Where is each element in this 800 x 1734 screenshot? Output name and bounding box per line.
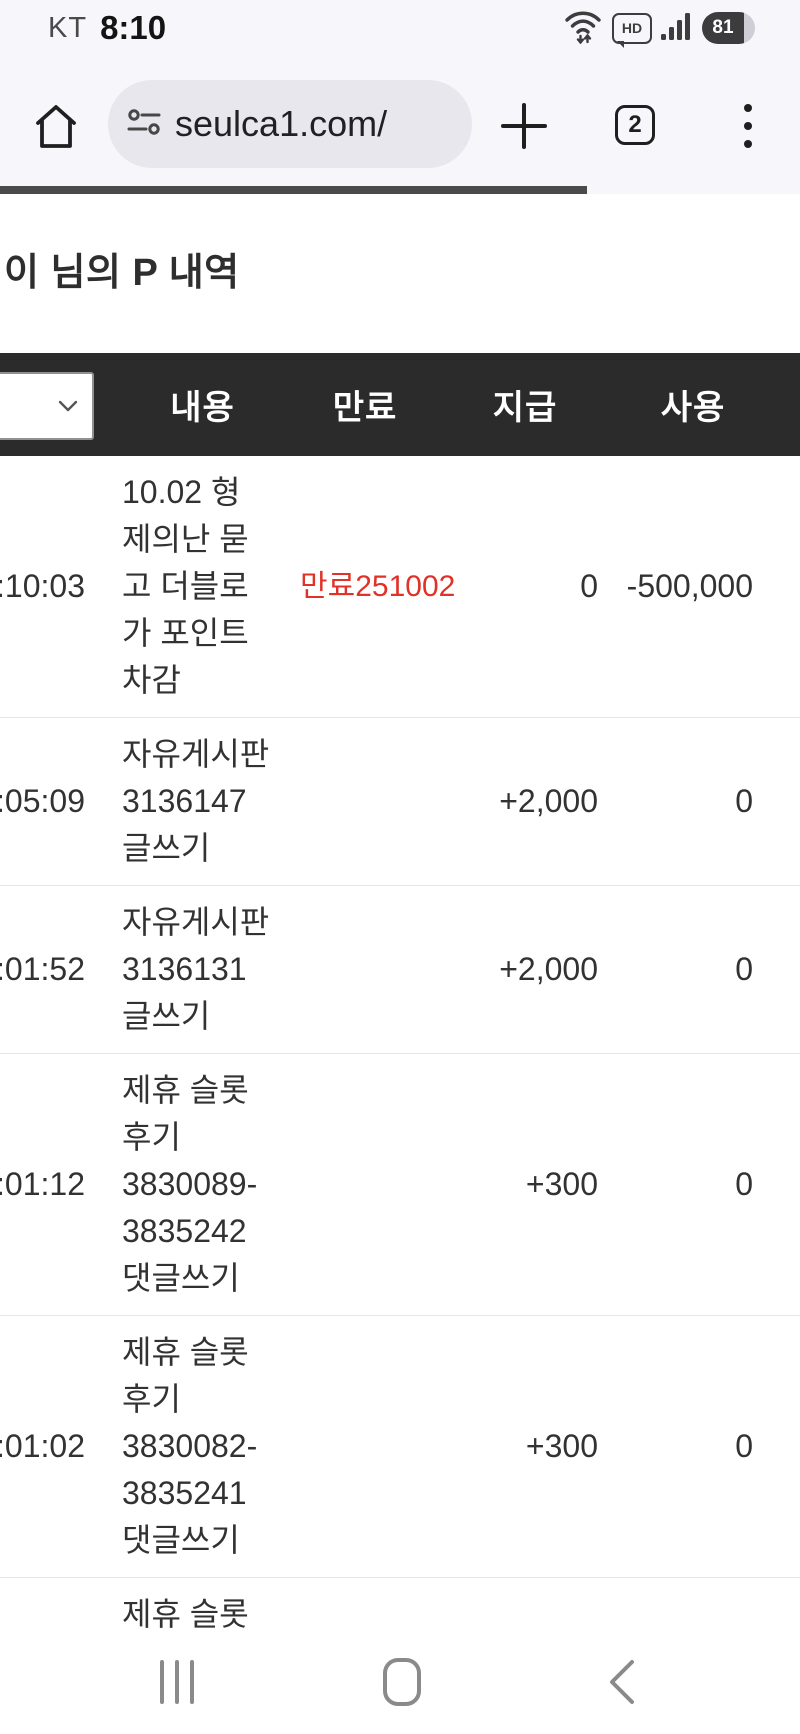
wifi-icon (563, 8, 603, 49)
row-expire (300, 1053, 430, 1316)
header-given: 지급 (430, 353, 620, 456)
back-button[interactable] (608, 1659, 636, 1705)
row-used: 0 (620, 1053, 766, 1316)
url-text: seulca1.com/bbs (175, 103, 387, 144)
progress-track (0, 186, 800, 194)
browser-menu-button[interactable] (744, 104, 752, 148)
row-given: +2,000 (430, 885, 620, 1054)
row-expire (300, 1315, 430, 1578)
header-used: 사용 (620, 353, 766, 456)
android-navbar (0, 1645, 800, 1734)
date-filter-select[interactable] (0, 372, 94, 440)
row-given (430, 1577, 620, 1645)
table-header-row: 내용 만료 지급 사용 (0, 353, 800, 456)
row-given: +2,000 (430, 717, 620, 886)
row-given: +300 (430, 1315, 620, 1578)
header-filler (766, 353, 800, 456)
row-expire (300, 1577, 430, 1645)
row-time: 0:01:52 (0, 885, 105, 1054)
row-time: 0:05:09 (0, 717, 105, 886)
status-clock: 8:10 (100, 9, 167, 46)
row-used: 0 (620, 885, 766, 1054)
signal-icon (661, 10, 693, 47)
status-icons: HD 81 (563, 0, 755, 56)
url-bar[interactable]: seulca1.com/bbs (108, 80, 472, 168)
row-given: 0 (430, 456, 620, 718)
carrier-label: KT (48, 11, 88, 44)
row-content: 자유게시판 3136147 글쓰기 (105, 717, 300, 886)
points-history-table: 내용 만료 지급 사용 0:10:03 10.02 형 제의난 묻 고 더블로 … (0, 353, 800, 1645)
row-given: +300 (430, 1053, 620, 1316)
table-row: 제휴 슬롯 (0, 1577, 800, 1645)
row-expire (300, 885, 430, 1054)
row-time (0, 1577, 105, 1645)
chevron-down-icon (58, 400, 78, 412)
row-used: 0 (620, 1315, 766, 1578)
hd-voice-icon: HD (612, 12, 652, 48)
table-row: 0:01:12 제휴 슬롯 후기 3830089- 3835242 댓글쓰기 +… (0, 1053, 800, 1316)
row-content: 제휴 슬롯 후기 3830089- 3835242 댓글쓰기 (105, 1053, 300, 1316)
table-row: 0:01:52 자유게시판 3136131 글쓰기 +2,000 0 (0, 885, 800, 1054)
page-title: 이 님의 P 내역 (4, 252, 240, 294)
row-used: -500,000 (620, 456, 766, 718)
tab-switcher-button[interactable]: 2 (615, 105, 655, 145)
new-tab-button[interactable] (501, 103, 547, 149)
row-used: 0 (620, 717, 766, 886)
battery-icon: 81 (702, 12, 755, 44)
row-used (620, 1577, 766, 1645)
table-row: 0:10:03 10.02 형 제의난 묻 고 더블로 가 포인트 차감 만료2… (0, 456, 800, 718)
site-settings-icon[interactable] (126, 104, 162, 145)
android-home-button[interactable] (383, 1658, 421, 1706)
row-expire: 만료251002 (300, 456, 455, 718)
web-page: 이 님의 P 내역 내용 만료 지급 사용 0:10:03 10.02 형 제의… (0, 194, 800, 1645)
table-row: 0:01:02 제휴 슬롯 후기 3830082- 3835241 댓글쓰기 +… (0, 1315, 800, 1578)
row-time: 0:10:03 (0, 456, 105, 718)
browser-toolbar: seulca1.com/bbs 2 (0, 56, 800, 186)
row-content: 제휴 슬롯 후기 3830082- 3835241 댓글쓰기 (105, 1315, 300, 1578)
header-content: 내용 (105, 353, 300, 456)
row-content: 10.02 형 제의난 묻 고 더블로 가 포인트 차감 (105, 456, 300, 718)
battery-percent: 81 (702, 12, 744, 44)
row-expire (300, 717, 430, 886)
table-row: 0:05:09 자유게시판 3136147 글쓰기 +2,000 0 (0, 717, 800, 886)
row-content: 제휴 슬롯 (105, 1577, 300, 1645)
recents-button[interactable] (160, 1660, 194, 1704)
page-load-progress-bar (0, 186, 587, 194)
row-time: 0:01:02 (0, 1315, 105, 1578)
header-expire: 만료 (300, 353, 430, 456)
status-bar: KT 8:10 HD 81 (0, 0, 800, 56)
row-content: 자유게시판 3136131 글쓰기 (105, 885, 300, 1054)
row-time: 0:01:12 (0, 1053, 105, 1316)
home-button[interactable] (34, 102, 78, 150)
